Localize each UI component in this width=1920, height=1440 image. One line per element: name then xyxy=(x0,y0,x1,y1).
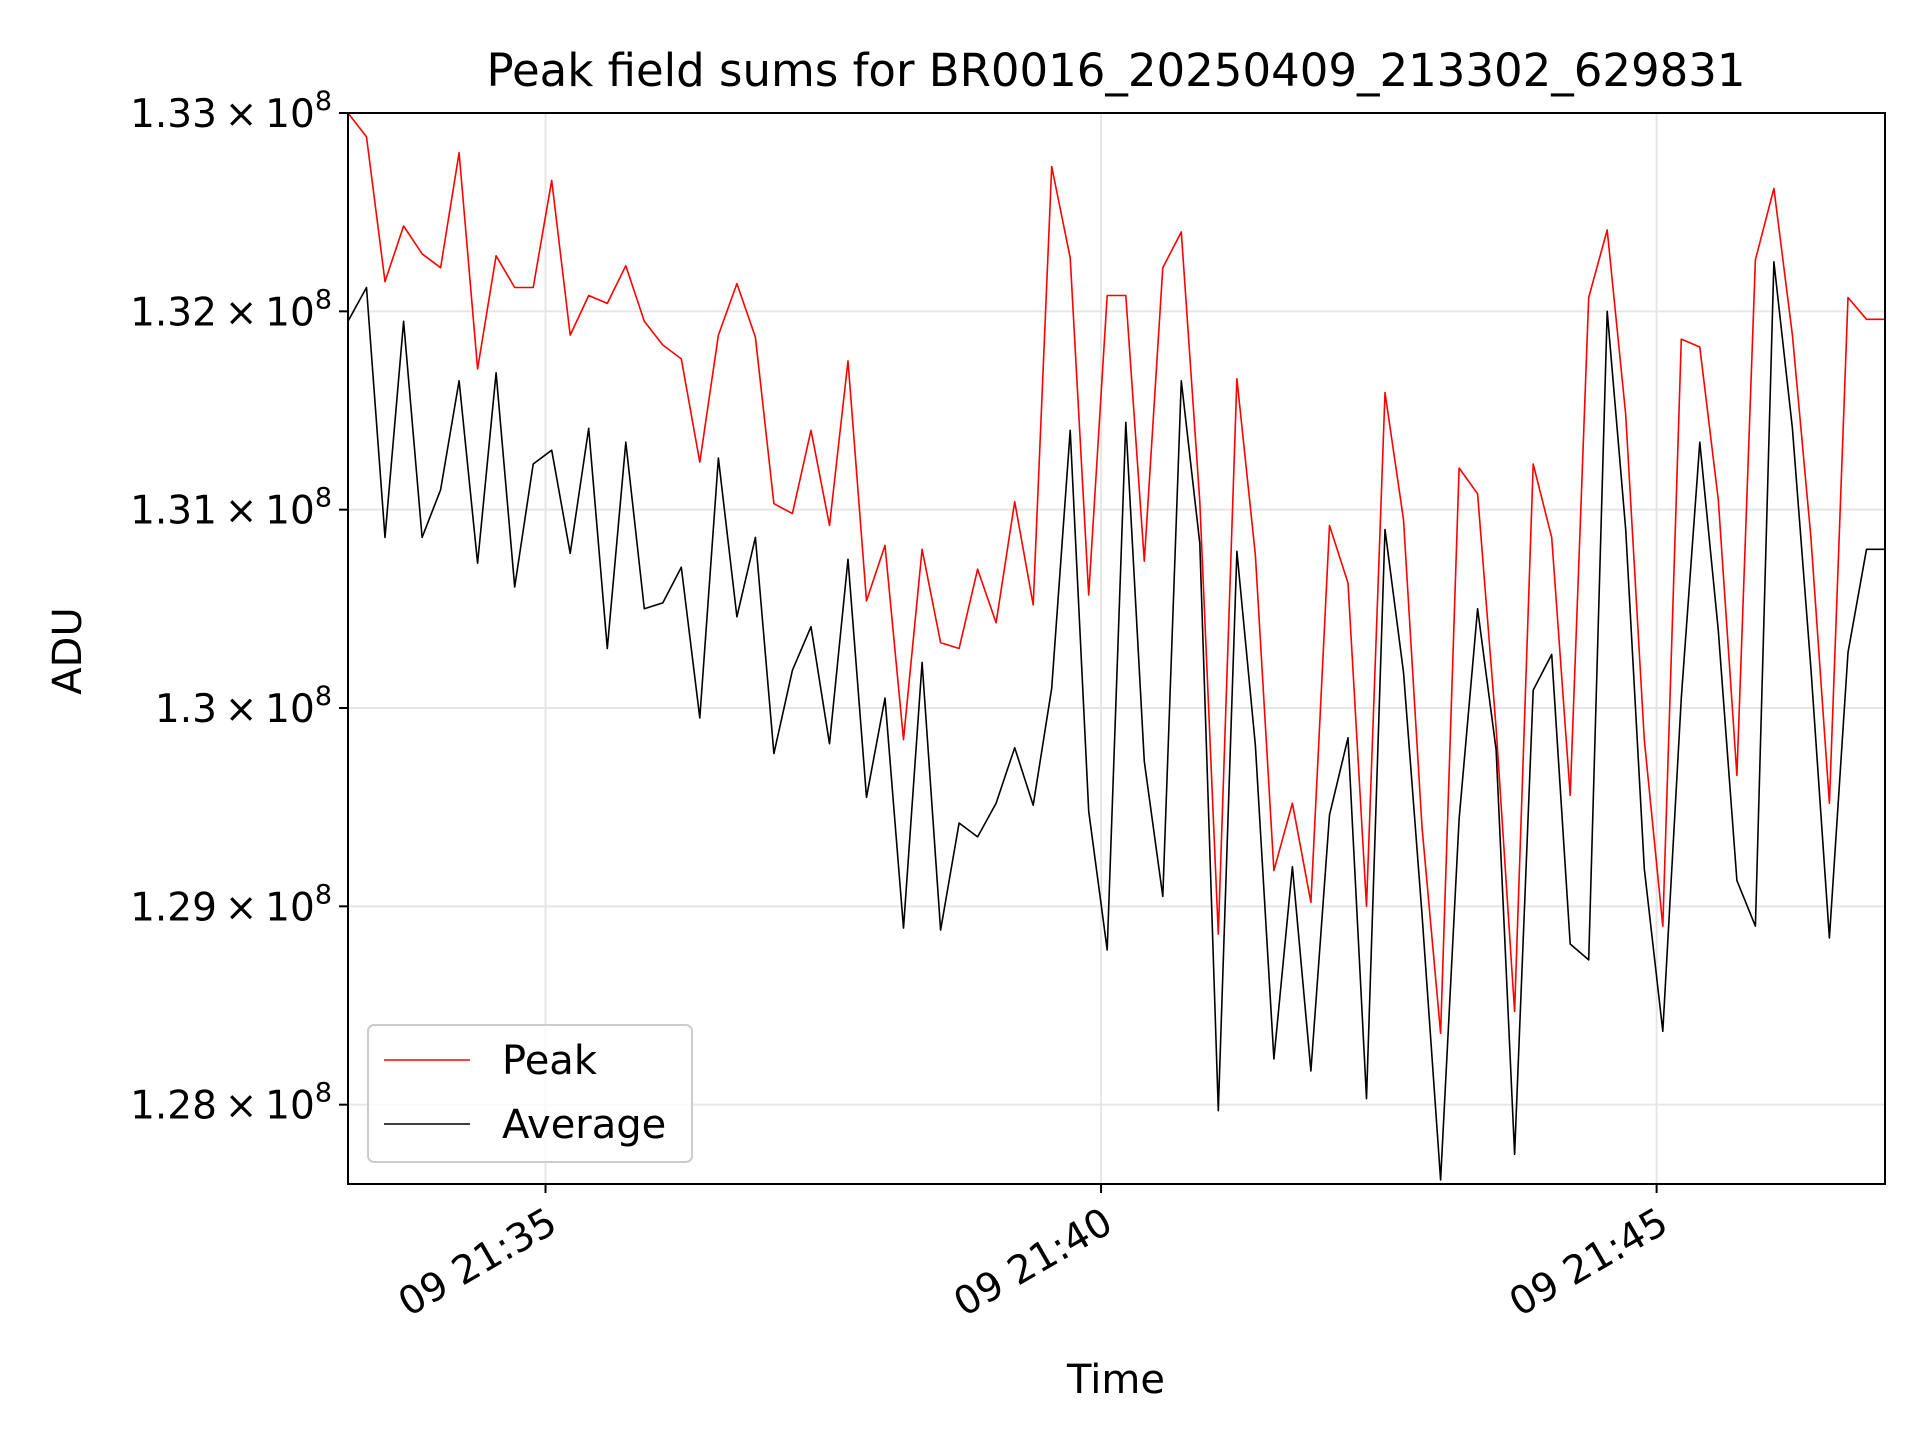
y-axis-label: ADU xyxy=(45,607,91,694)
y-tick-label: 1.29 × 108 xyxy=(130,879,332,930)
y-tick-label: 1.28 × 108 xyxy=(130,1078,332,1129)
y-tick-label: 1.32 × 108 xyxy=(130,284,332,335)
series-layer xyxy=(347,112,1885,1181)
series-line-average xyxy=(347,260,1885,1181)
y-tick-label: 1.33 × 108 xyxy=(130,86,332,137)
x-axis-label: Time xyxy=(1066,1357,1165,1403)
series-line-peak xyxy=(347,112,1885,1035)
y-tick-label: 1.31 × 108 xyxy=(130,483,332,534)
y-tick-label: 1.3 × 108 xyxy=(155,681,332,732)
legend-label-peak: Peak xyxy=(502,1038,598,1084)
legend: Peak Average xyxy=(367,1024,693,1163)
chart-title: Peak field sums for BR0016_20250409_2133… xyxy=(486,44,1745,97)
legend-label-average: Average xyxy=(502,1102,666,1148)
plot-frame xyxy=(347,112,1886,1185)
